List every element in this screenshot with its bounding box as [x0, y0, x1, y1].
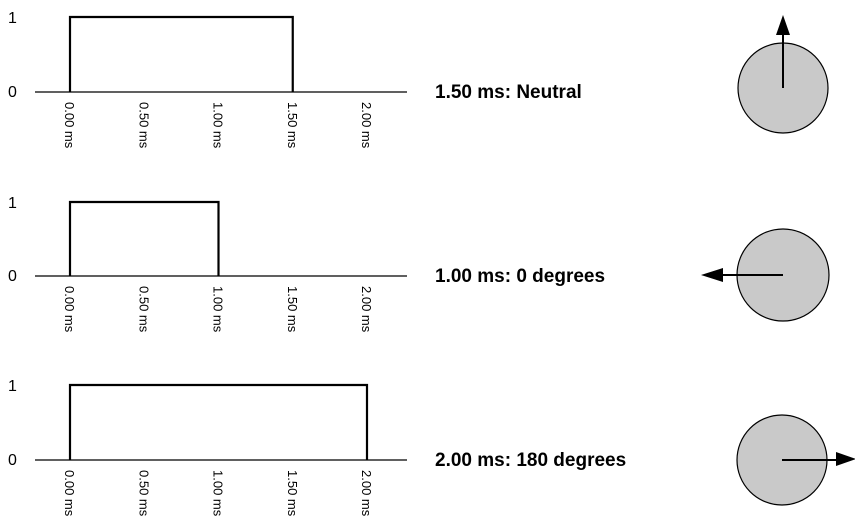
tick-label: 2.00 ms [359, 470, 374, 517]
tick-label: 1.50 ms [285, 470, 300, 517]
row-caption: 2.00 ms: 180 degrees [435, 450, 626, 471]
pulse-waveform [68, 383, 369, 460]
row-caption: 1.00 ms: 0 degrees [435, 266, 605, 287]
level-low-label: 0 [8, 268, 17, 285]
level-high-label: 1 [8, 195, 17, 212]
tick-label: 0.00 ms [62, 102, 77, 149]
level-high-label: 1 [8, 10, 17, 27]
tick-label: 0.50 ms [136, 470, 151, 517]
tick-label: 2.00 ms [359, 102, 374, 149]
level-low-label: 0 [8, 452, 17, 469]
tick-label: 1.50 ms [285, 102, 300, 149]
pulse-waveform [68, 200, 220, 276]
arrowhead-icon [701, 268, 723, 282]
row-caption: 1.50 ms: Neutral [435, 82, 582, 103]
tick-label: 0.50 ms [136, 102, 151, 149]
tick-label: 1.50 ms [285, 286, 300, 333]
tick-label: 2.00 ms [359, 286, 374, 333]
tick-label: 1.00 ms [211, 102, 226, 149]
arrowhead-icon [836, 452, 855, 466]
tick-label: 0.00 ms [62, 286, 77, 333]
tick-label: 0.50 ms [136, 286, 151, 333]
pulse-row-2: 1 0 0.00 ms 0.50 ms 1.00 ms 1.50 ms 2.00 ms 1.0… [8, 195, 830, 333]
arrowhead-icon [776, 15, 790, 35]
pulse-waveform [68, 15, 294, 92]
pulse-row-1: 1 0 0.00 ms 0.50 ms 1.00 ms 1.50 ms 2.00 ms 1.5… [8, 10, 829, 149]
level-low-label: 0 [8, 84, 17, 101]
pulse-row-3: 1 0 0.00 ms 0.50 ms 1.00 ms 1.50 ms 2.00 ms 2.0… [8, 378, 855, 517]
tick-label: 1.00 ms [211, 286, 226, 333]
tick-label: 0.00 ms [62, 470, 77, 517]
level-high-label: 1 [8, 378, 17, 395]
tick-label: 1.00 ms [211, 470, 226, 517]
